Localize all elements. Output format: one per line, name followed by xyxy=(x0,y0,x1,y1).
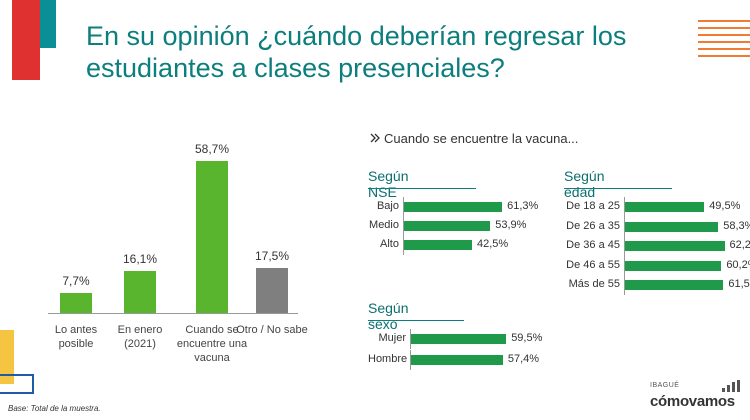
section-title: Según edad xyxy=(564,168,605,200)
bar xyxy=(60,293,92,313)
category-label: De 26 a 35 xyxy=(566,219,620,232)
decor-orange-stripes xyxy=(698,20,750,62)
section-underline xyxy=(368,188,476,189)
data-label: 53,9% xyxy=(495,219,527,231)
bar xyxy=(404,240,472,250)
bar xyxy=(256,267,288,313)
data-label: 58,7% xyxy=(194,142,230,157)
brand-bars-icon xyxy=(722,380,742,392)
axis-line xyxy=(624,255,625,276)
category-label: Más de 55 xyxy=(568,278,620,290)
bar-row: Mujer 59,5% xyxy=(368,329,568,349)
category-label: Mujer xyxy=(378,332,406,344)
brand-logo: cómovamos xyxy=(650,393,735,410)
bar-row: Alto 42,5% xyxy=(368,235,568,255)
bar-row: Más de 55 61,5% xyxy=(564,275,750,295)
bar xyxy=(625,202,705,212)
bar xyxy=(404,221,491,231)
bar-row: De 26 a 35 58,3% xyxy=(564,216,750,237)
axis-line xyxy=(403,197,404,217)
bar xyxy=(124,271,156,313)
axis-line xyxy=(624,216,625,237)
page-title: En su opinión ¿cuándo deberían regresar … xyxy=(86,21,627,83)
category-label: De 36 a 45 xyxy=(566,239,620,251)
main-bar-chart: 7,7% Lo antes posible 16,1% En enero (2021)… xyxy=(40,140,308,380)
bar-row: Bajo 61,3% xyxy=(368,197,568,217)
section-underline xyxy=(564,188,672,189)
axis-line xyxy=(410,350,411,370)
category-label: Cuando se encuentre una vacuna xyxy=(176,324,248,364)
data-label: 60,2% xyxy=(726,258,750,271)
category-label: Hombre xyxy=(368,353,408,365)
data-label: 7,7% xyxy=(62,274,90,289)
category-label: Lo antes posible xyxy=(54,324,98,350)
bar xyxy=(625,260,722,271)
category-label: Alto xyxy=(380,238,399,250)
decor-blue-frame xyxy=(0,374,34,394)
bar-row: Medio 53,9% xyxy=(368,216,568,236)
bar xyxy=(625,221,719,232)
bar-row: Hombre 57,4% xyxy=(368,350,568,370)
bar xyxy=(625,280,724,290)
section-title: Según sexo xyxy=(368,300,409,332)
bar xyxy=(411,334,507,344)
data-label: 62,2% xyxy=(729,239,750,251)
bar-row: De 46 a 55 60,2% xyxy=(564,255,750,276)
data-label: 16,1% xyxy=(122,252,158,267)
data-label: 17,5% xyxy=(254,248,290,263)
breakdown-subtitle: Cuando se encuentre la vacuna... xyxy=(384,131,579,146)
bar xyxy=(196,161,228,313)
axis-line xyxy=(624,275,625,295)
data-label: 59,5% xyxy=(511,332,543,344)
data-label: 58,3% xyxy=(723,219,750,232)
footnote: Base: Total de la muestra. xyxy=(8,404,101,413)
section-underline xyxy=(368,320,464,321)
category-label: Otro / No sabe xyxy=(236,324,308,336)
decor-red-block xyxy=(12,0,40,80)
x-axis-line xyxy=(48,313,298,314)
data-label: 42,5% xyxy=(477,238,509,250)
axis-line xyxy=(624,236,625,256)
axis-line xyxy=(410,329,411,349)
category-label: Medio xyxy=(369,219,399,231)
data-label: 57,4% xyxy=(507,353,540,365)
data-label: 61,5% xyxy=(728,278,750,290)
double-chevron-icon xyxy=(370,133,380,143)
category-label: De 46 a 55 xyxy=(566,258,620,271)
data-label: 61,3% xyxy=(507,200,539,212)
bar xyxy=(404,202,503,212)
axis-line xyxy=(624,197,625,217)
bar-row: De 18 a 25 49,5% xyxy=(564,197,750,217)
axis-line xyxy=(403,216,404,236)
category-label: De 18 a 25 xyxy=(566,200,620,212)
axis-line xyxy=(403,235,404,255)
bar-row: De 36 a 45 62,2% xyxy=(564,236,750,256)
bar xyxy=(625,241,725,251)
brand-city: IBAGUÉ xyxy=(650,382,680,389)
section-title: Según NSE xyxy=(368,168,409,200)
decor-yellow-block xyxy=(0,330,14,384)
data-label: 49,5% xyxy=(709,200,741,212)
category-label: En enero (2021) xyxy=(117,324,163,350)
bar xyxy=(411,355,503,365)
category-label: Bajo xyxy=(376,200,399,212)
decor-teal-block xyxy=(40,0,56,48)
